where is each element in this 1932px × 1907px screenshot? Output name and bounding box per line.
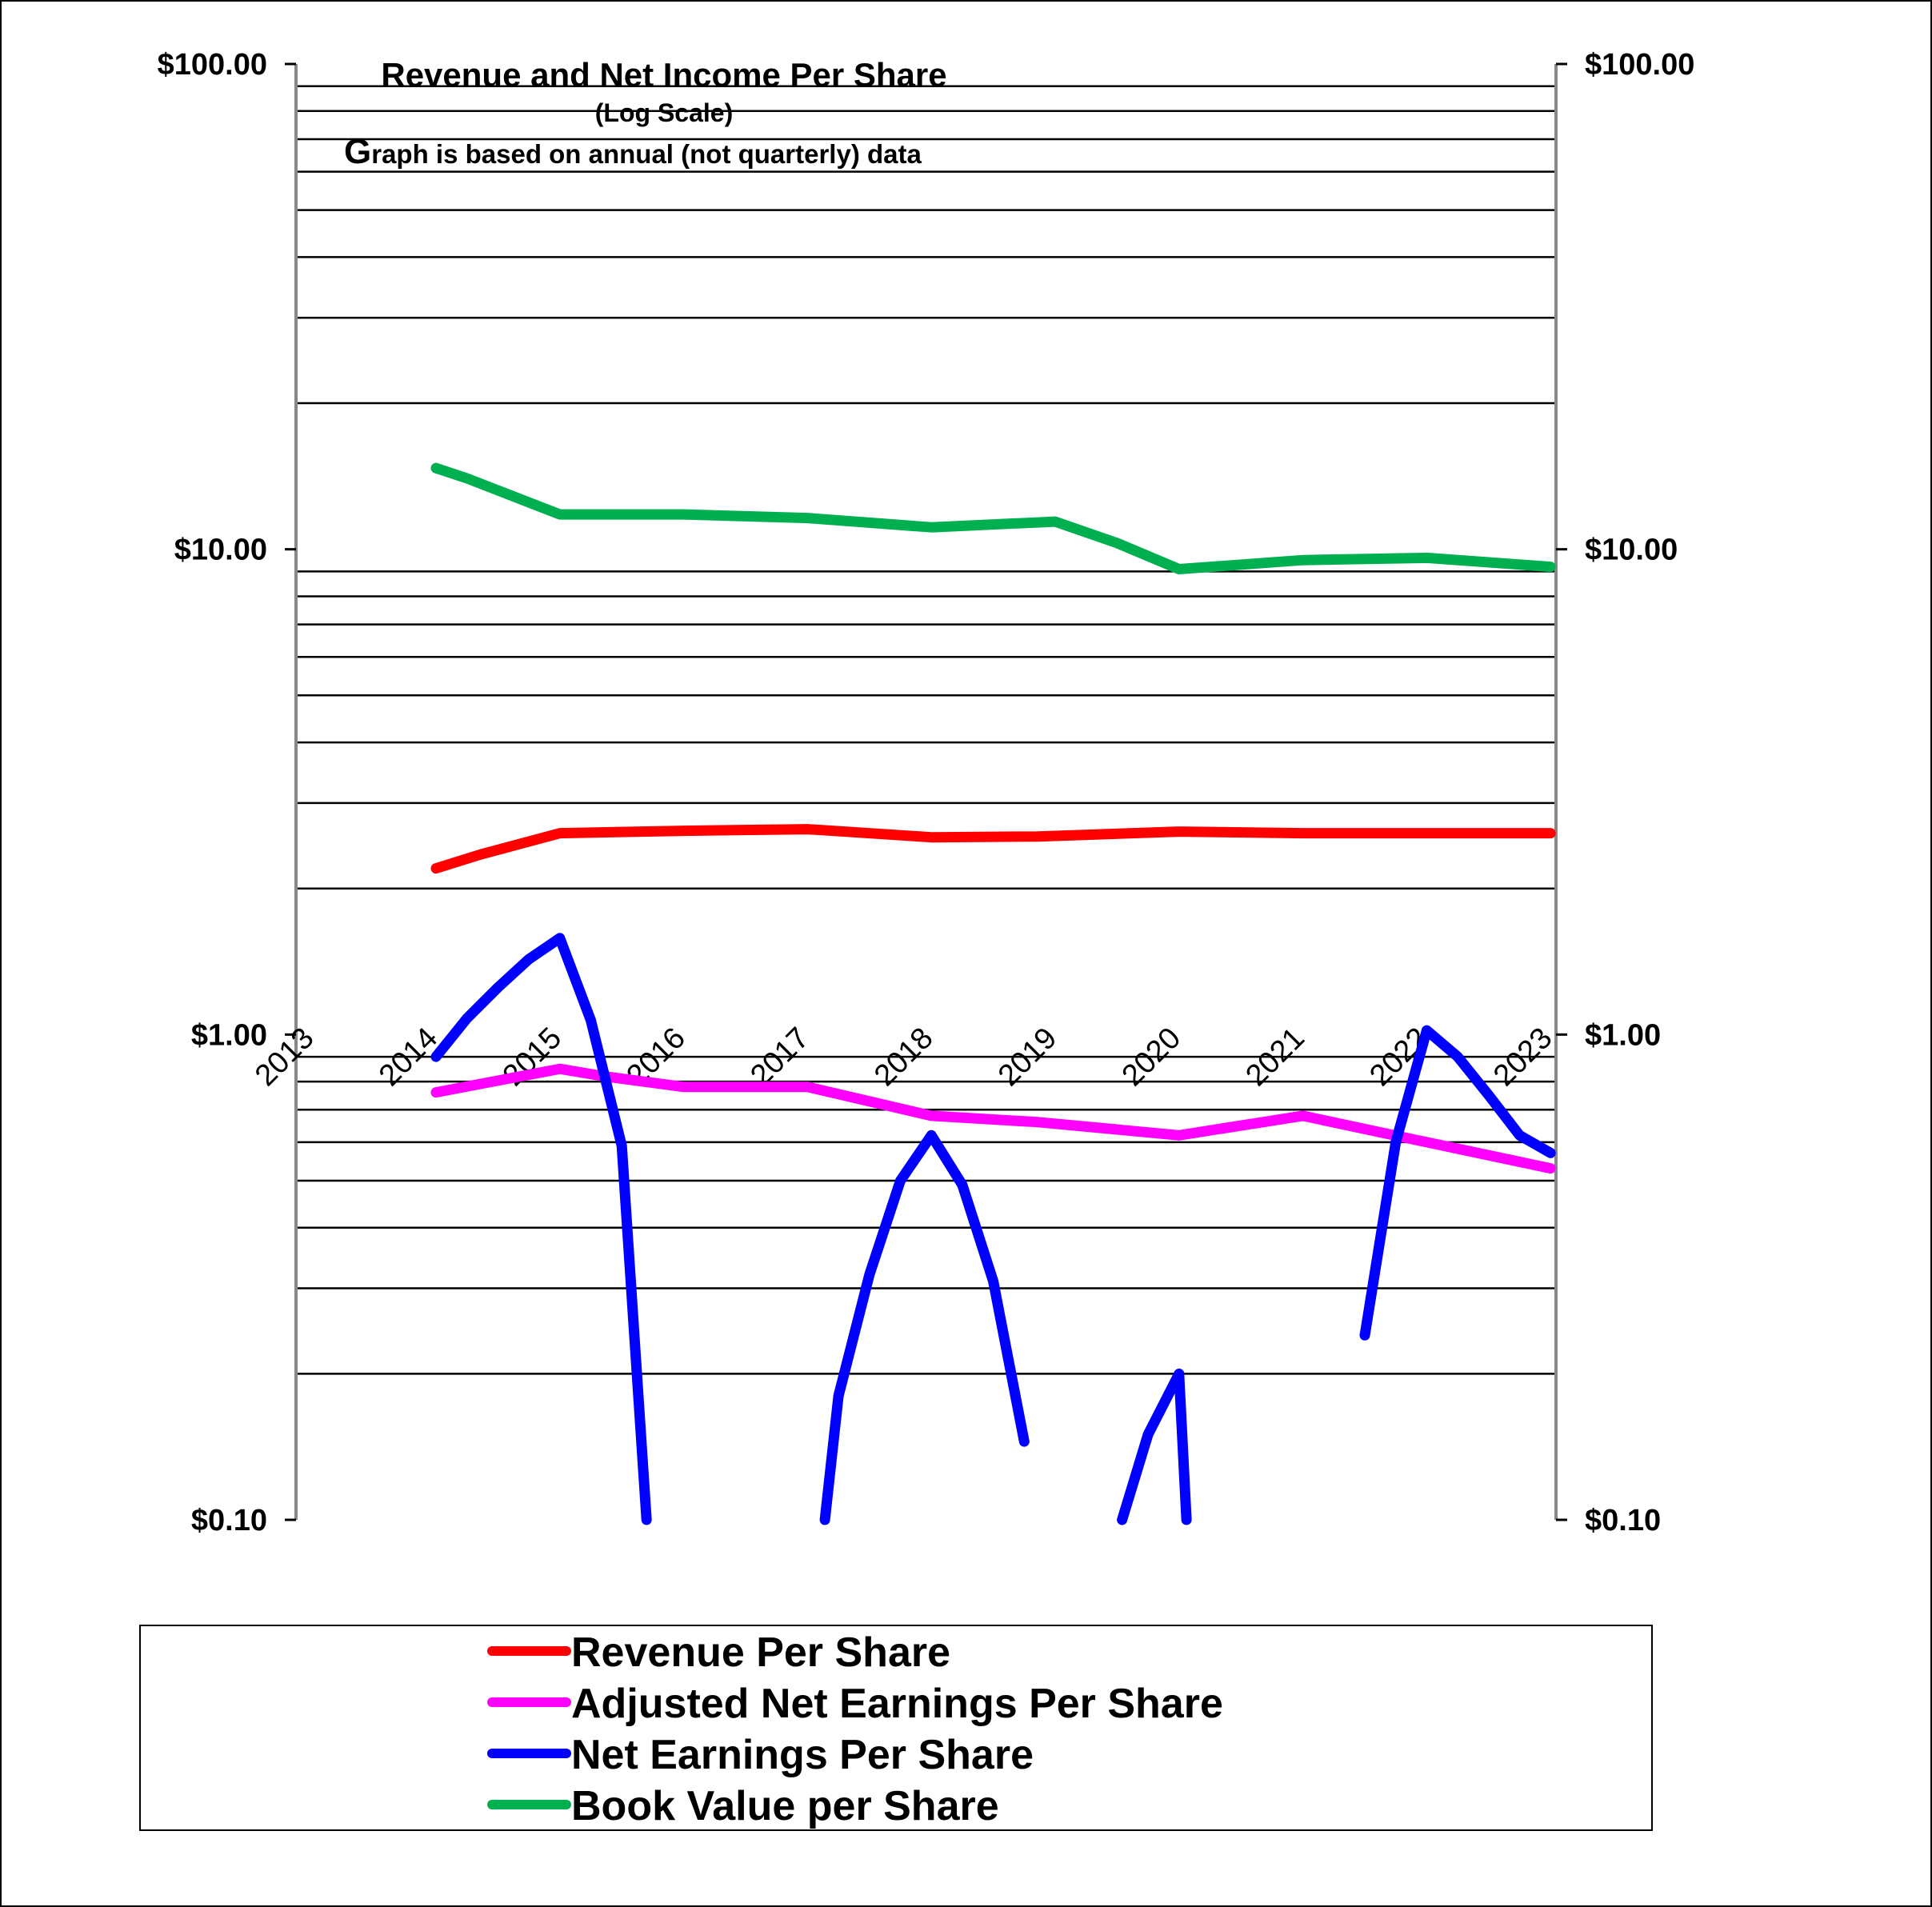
series-line-net-earnings-per-share	[1359, 1025, 1556, 1341]
legend-label-adjusted-net-earnings-per-share: Adjusted Net Earnings Per Share	[571, 1681, 1223, 1727]
y-tick-label-right: $10.00	[1585, 534, 1678, 567]
series-line-net-earnings-per-share	[430, 933, 652, 1525]
y-axis-left: $100.00 $10.00 $1.00 $0.10	[158, 48, 296, 1537]
legend-label-net-earnings-per-share: Net Earnings Per Share	[571, 1732, 1034, 1778]
series-line-net-earnings-per-share	[1117, 1368, 1192, 1525]
series-lines	[430, 462, 1556, 1525]
y-axis-right: $100.00 $10.00 $1.00 $0.10	[1556, 48, 1694, 1537]
legend-label-revenue-per-share: Revenue Per Share	[571, 1629, 950, 1676]
y-tick-label-right: $0.10	[1585, 1504, 1661, 1537]
chart-note: Graph is based on annual (not quarterly)…	[344, 132, 922, 171]
series-line-book-value-per-share	[430, 462, 1556, 574]
legend-label-book-value-per-share: Book Value per Share	[571, 1783, 999, 1829]
y-tick-label-right: $100.00	[1585, 48, 1694, 82]
y-tick-label-left: $1.00	[191, 1018, 267, 1052]
series-line-adjusted-net-earnings-per-share	[430, 1063, 1556, 1174]
y-tick-label-left: $100.00	[158, 48, 267, 82]
series-line-revenue-per-share	[430, 824, 1556, 874]
y-tick-label-right: $1.00	[1585, 1018, 1661, 1052]
axes	[294, 64, 1558, 1520]
chart-subtitle: (Log Scale)	[595, 98, 733, 127]
legend-box	[139, 1625, 1653, 1831]
grid-lines	[296, 85, 1556, 1375]
chart-title: Revenue and Net Income Per Share	[381, 56, 946, 94]
y-tick-label-left: $10.00	[174, 534, 267, 567]
legend: Revenue Per Share Adjusted Net Earnings P…	[487, 1629, 1223, 1829]
series-line-net-earnings-per-share	[819, 1129, 1030, 1525]
y-tick-label-left: $0.10	[191, 1504, 267, 1537]
